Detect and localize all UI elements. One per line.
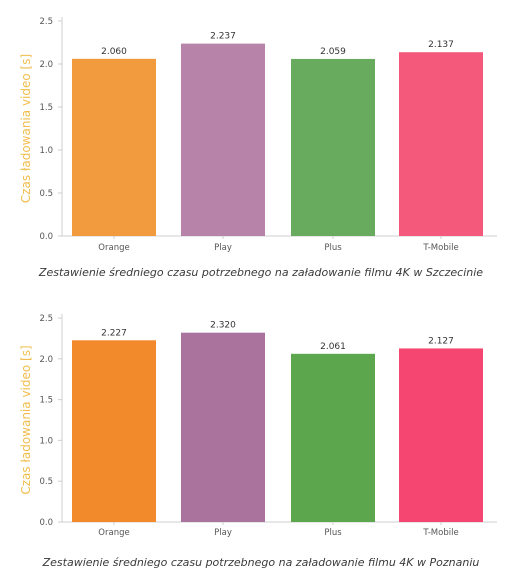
bar-orange[interactable] — [72, 58, 156, 237]
data-label: 2.320 — [210, 321, 236, 331]
x-tick-label: Orange — [98, 528, 129, 538]
y-tick-label: 0.5 — [39, 477, 53, 487]
y-tick-label: 1.5 — [39, 103, 53, 113]
bar-chart-szczecin: 0.0 0.5 1.0 1.5 2.0 2.5 Czas ładowania video [… — [19, 17, 497, 253]
bar-play[interactable] — [181, 43, 265, 237]
y-tick-label: 2.5 — [39, 314, 53, 324]
y-tick-label: 2.0 — [39, 60, 53, 70]
y-tick-label: 1.0 — [39, 146, 53, 156]
y-tick-label: 2.5 — [39, 17, 53, 27]
y-tick-label: 1.0 — [39, 436, 53, 446]
bar-orange[interactable] — [72, 340, 156, 522]
data-label: 2.227 — [101, 328, 127, 338]
y-tick-label: 0.5 — [39, 189, 53, 199]
x-tick-label: T-Mobile — [422, 243, 458, 253]
y-axis-title: Czas ładowania video [s] — [19, 345, 33, 494]
x-tick-label: T-Mobile — [422, 528, 458, 538]
x-tick-label: Plus — [324, 528, 342, 538]
data-label: 2.137 — [428, 40, 454, 50]
bar-t-mobile[interactable] — [399, 348, 483, 522]
x-tick-label: Plus — [324, 243, 342, 253]
caption-szczecin: Zestawienie średniego czasu potrzebnego … — [38, 266, 484, 279]
data-label: 2.127 — [428, 336, 454, 346]
bar-plus[interactable] — [291, 353, 375, 522]
bar-play[interactable] — [181, 332, 265, 522]
x-tick-label: Orange — [98, 243, 129, 253]
bar-chart-poznan: 0.0 0.5 1.0 1.5 2.0 2.5 Czas ładowania video [… — [19, 314, 497, 538]
y-tick-label: 0.0 — [39, 518, 53, 528]
y-axis-title: Czas ładowania video [s] — [19, 54, 33, 203]
x-tick-label: Play — [214, 243, 232, 253]
y-tick-label: 1.5 — [39, 396, 53, 406]
bar-t-mobile[interactable] — [399, 52, 483, 236]
caption-poznan: Zestawienie średniego czasu potrzebnego … — [42, 556, 480, 569]
bar-plus[interactable] — [291, 58, 375, 237]
data-label: 2.060 — [101, 47, 127, 57]
data-label: 2.237 — [210, 32, 236, 42]
y-tick-label: 0.0 — [39, 232, 53, 242]
data-label: 2.061 — [320, 342, 346, 352]
data-label: 2.059 — [320, 47, 346, 57]
y-tick-label: 2.0 — [39, 355, 53, 365]
x-tick-label: Play — [214, 528, 232, 538]
